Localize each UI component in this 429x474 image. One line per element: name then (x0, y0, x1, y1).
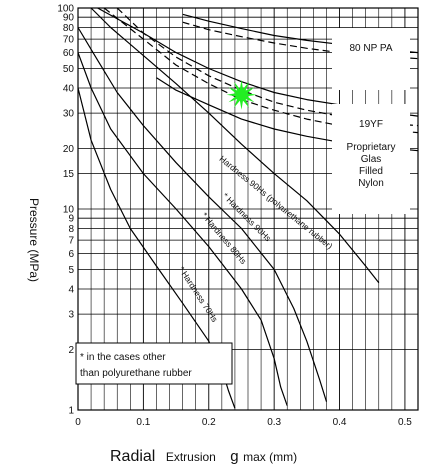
y-tick-label: 6 (68, 249, 74, 260)
x-axis-title-radial: Radial (110, 448, 156, 465)
note-line-2: than polyurethane rubber (80, 368, 192, 379)
plot-frame (77, 7, 419, 411)
y-tick-label: 1 (68, 406, 74, 417)
y-tick-label: 3 (68, 310, 74, 321)
y-tick-label: 70 (63, 35, 75, 46)
y-tick-label: 40 (63, 83, 75, 94)
curve-labels: Hardness 90Hs (polyurethane rubber)* Har… (177, 154, 335, 324)
y-tick-label: 10 (63, 205, 75, 216)
y-tick-label: 80 (63, 23, 75, 34)
side-label-19yf-box (332, 104, 410, 214)
side-label-80np-box (332, 28, 410, 90)
x-axis-title: Radial Extrusion g max (mm) (110, 448, 297, 466)
y-tick-label: 4 (68, 284, 74, 295)
note-box: * in the cases other than polyurethane r… (75, 342, 233, 385)
side-label-19yf-line-4: Filled (359, 166, 383, 177)
y-tick-label: 9 (68, 214, 74, 225)
y-tick-label: 8 (68, 224, 74, 235)
y-tick-label: 100 (57, 4, 74, 15)
y-tick-label: 20 (63, 144, 75, 155)
curve-label-3: * Hardness 80Hs (200, 210, 249, 266)
side-label-80np: 80 NP PA (332, 28, 410, 90)
x-tick-label: 0.3 (267, 417, 281, 428)
y-tick-label: 60 (63, 48, 75, 59)
y-tick-label: 5 (68, 265, 74, 276)
curve-label-4: * Hardness 70Hs (177, 264, 220, 323)
x-axis-title-extrusion: Extrusion (165, 450, 216, 464)
green-star-marker (226, 79, 257, 110)
x-tick-label: 0.1 (136, 417, 150, 428)
y-tick-label: 90 (63, 13, 75, 24)
y-axis-title: Pressure (MPa) (27, 198, 41, 282)
note-line-1: * in the cases other (80, 352, 166, 363)
y-tick-label: 2 (68, 345, 74, 356)
side-label-19yf-line-3: Glas (361, 154, 382, 165)
series-line-7 (103, 7, 419, 134)
side-label-19yf: 19YF Proprietary Glas Filled Nylon (332, 104, 410, 214)
side-label-19yf-line-5: Nylon (358, 178, 384, 189)
x-axis-title-max: max (mm) (243, 450, 298, 464)
y-tick-label: 50 (63, 64, 75, 75)
x-tick-label: 0 (75, 417, 81, 428)
side-label-19yf-line-1: 19YF (359, 119, 383, 130)
series-line-1 (90, 7, 380, 284)
side-label-80np-text: 80 NP PA (350, 43, 393, 54)
series-line-3 (77, 52, 288, 406)
x-tick-label: 0.5 (398, 417, 412, 428)
y-tick-label: 7 (68, 236, 74, 247)
x-tick-label: 0.4 (333, 417, 347, 428)
y-tick-label: 15 (63, 169, 75, 180)
x-axis-title-g: g (230, 448, 239, 465)
side-label-19yf-line-2: Proprietary (347, 142, 396, 153)
y-tick-label: 30 (63, 109, 75, 120)
x-tick-label: 0.2 (202, 417, 216, 428)
series-line-2 (77, 27, 328, 402)
note-box-frame (75, 342, 233, 385)
x-tick-labels: 0 0.1 0.2 0.3 0.4 0.5 (75, 417, 412, 428)
